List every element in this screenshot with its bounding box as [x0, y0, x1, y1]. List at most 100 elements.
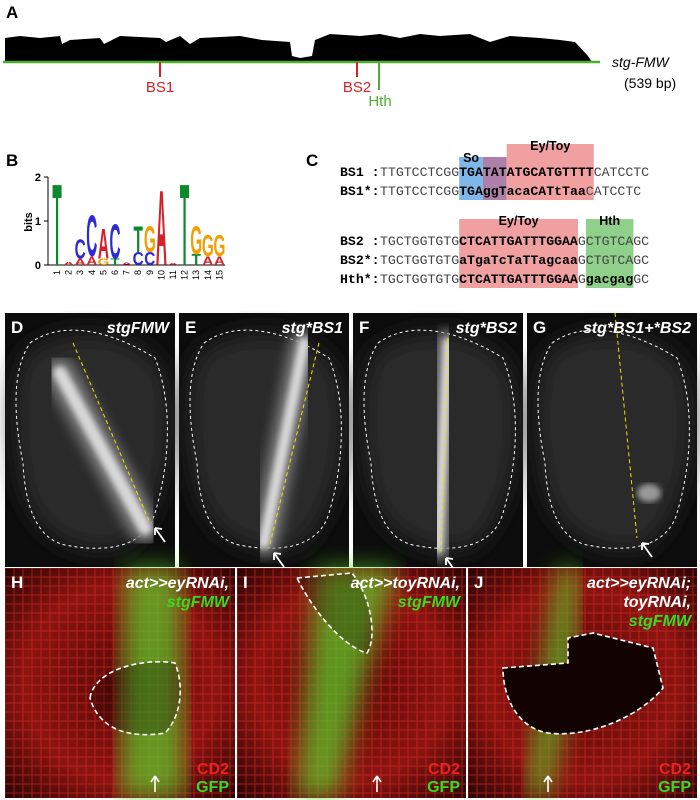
- clone-outline: [89, 660, 181, 736]
- panel-label: B: [6, 151, 18, 170]
- construct-length: (539 bp): [624, 75, 676, 91]
- sequence-segment: GC: [633, 272, 649, 287]
- panel-title: stg*BS2: [456, 320, 517, 337]
- panel-label: J: [474, 573, 483, 592]
- logo-letter: G: [213, 230, 225, 264]
- cell-pattern: [5, 568, 235, 798]
- channel-label: CD2: [659, 761, 691, 778]
- reporter: stgFMW: [629, 613, 693, 630]
- sequence: TGCTGGTGTGaTgaTcTaTTagcaaGCTGTCAGC: [380, 253, 649, 268]
- sequence: TGCTGGTGTGCTCATTGATTTGGAAGCTGTCAGC: [380, 234, 649, 249]
- sequence-segment: aTgaTcTaTTagcaa: [459, 253, 578, 268]
- highlight: [459, 157, 483, 200]
- sequence-segment: CATCCTC: [586, 184, 641, 199]
- sequence-segment: GC: [633, 253, 649, 268]
- sequence-segment: ATGCATGTTTT: [507, 165, 594, 180]
- site-label: BS2: [343, 79, 371, 96]
- y-tick-label: 0: [35, 260, 41, 272]
- panel-label: I: [243, 573, 248, 592]
- reporter: stgFMW: [398, 594, 462, 611]
- sequence-segment: CTGTCA: [586, 234, 634, 249]
- logo-letter: A: [86, 254, 97, 268]
- logo-letter: T: [192, 252, 202, 269]
- logo-letter: A: [202, 254, 213, 268]
- highlight: [585, 219, 634, 288]
- logo-letter: A: [75, 257, 86, 267]
- logo-letter: A: [214, 254, 225, 268]
- position-label: 12: [180, 270, 190, 280]
- position-label: 9: [145, 270, 155, 275]
- highlight: [482, 157, 507, 200]
- sequence-segment: ggT: [483, 184, 507, 199]
- logo-letter: T: [52, 160, 61, 290]
- panel-title: stgFMW: [107, 320, 171, 337]
- position-label: 3: [75, 270, 85, 275]
- site-label: Hth: [368, 93, 391, 110]
- disc-haze: [535, 332, 693, 551]
- position-label: 6: [110, 270, 120, 275]
- logo-letter: A: [121, 262, 132, 266]
- panel-title: stg*BS1: [282, 320, 343, 337]
- channel-label: GFP: [196, 779, 229, 796]
- position-label: 10: [156, 270, 166, 280]
- sequence: TGCTGGTGTGCTCATTGATTTGGAAGgacgagGC: [380, 272, 649, 287]
- panel-label: A: [6, 3, 18, 22]
- panel-label: C: [306, 151, 318, 170]
- sequence-segment: TTGTCCTCGG: [380, 165, 459, 180]
- sequence-name: BS2*:: [340, 253, 380, 268]
- sequence-segment: G: [578, 234, 586, 249]
- logo-letter: T: [134, 219, 143, 259]
- furrow-line: [268, 342, 320, 549]
- position-label: 8: [133, 270, 143, 275]
- clone-outline: [295, 572, 373, 654]
- arrow: [154, 527, 166, 543]
- gfp-stripe: [258, 337, 310, 549]
- logo-letter: C: [75, 234, 86, 265]
- panel-title: stg*BS1+*BS2: [583, 320, 691, 337]
- arrow: [543, 775, 553, 792]
- panel-label: G: [533, 318, 546, 337]
- logo-letter: A: [63, 261, 74, 266]
- logo-letter: C: [86, 204, 97, 268]
- channel-label: CD2: [428, 761, 460, 778]
- channel-label: GFP: [427, 779, 460, 796]
- sequence: TTGTCCTCGGTGATATATGCATGTTTTCATCCTC: [380, 165, 649, 180]
- conservation-track: [5, 34, 592, 62]
- sequence-segment: CTGTCA: [586, 253, 634, 268]
- box-header: Ey/Toy: [530, 139, 570, 153]
- arrow: [641, 542, 653, 558]
- logo-letter: A: [167, 263, 178, 266]
- panel-label: H: [11, 573, 23, 592]
- highlight: [506, 144, 594, 200]
- logo-letter: T: [180, 160, 189, 290]
- panel-label: E: [185, 318, 196, 337]
- logo-letter: G: [190, 220, 202, 264]
- clone-outline: [502, 632, 664, 735]
- sequence-segment: CTCATTGATTTGGAA: [459, 234, 578, 249]
- position-label: 14: [203, 270, 213, 280]
- position-label: 13: [191, 270, 201, 280]
- sequence: TTGTCCTCGGTGAggTacaCATtTaaCATCCTC: [380, 184, 641, 199]
- disc-outline: [363, 329, 516, 549]
- logo-letter: C: [144, 249, 155, 270]
- gfp-spot: [637, 484, 661, 502]
- sequence-segment: TGA: [459, 184, 483, 199]
- sequence-segment: G: [578, 272, 586, 287]
- y-tick-label: 1: [35, 216, 41, 228]
- position-label: 1: [52, 270, 62, 275]
- sequence-segment: CATCCTC: [594, 165, 649, 180]
- reporter: stgFMW: [167, 594, 231, 611]
- genotype: toyRNAi,: [623, 594, 691, 611]
- position-label: 4: [87, 270, 97, 275]
- position-label: 2: [64, 270, 74, 275]
- sequence-segment: TAT: [483, 165, 507, 180]
- arrow: [372, 775, 382, 792]
- logo-letter: T: [110, 257, 120, 267]
- box-header: So: [463, 151, 479, 165]
- sequence-segment: acaCATtTaa: [507, 184, 586, 199]
